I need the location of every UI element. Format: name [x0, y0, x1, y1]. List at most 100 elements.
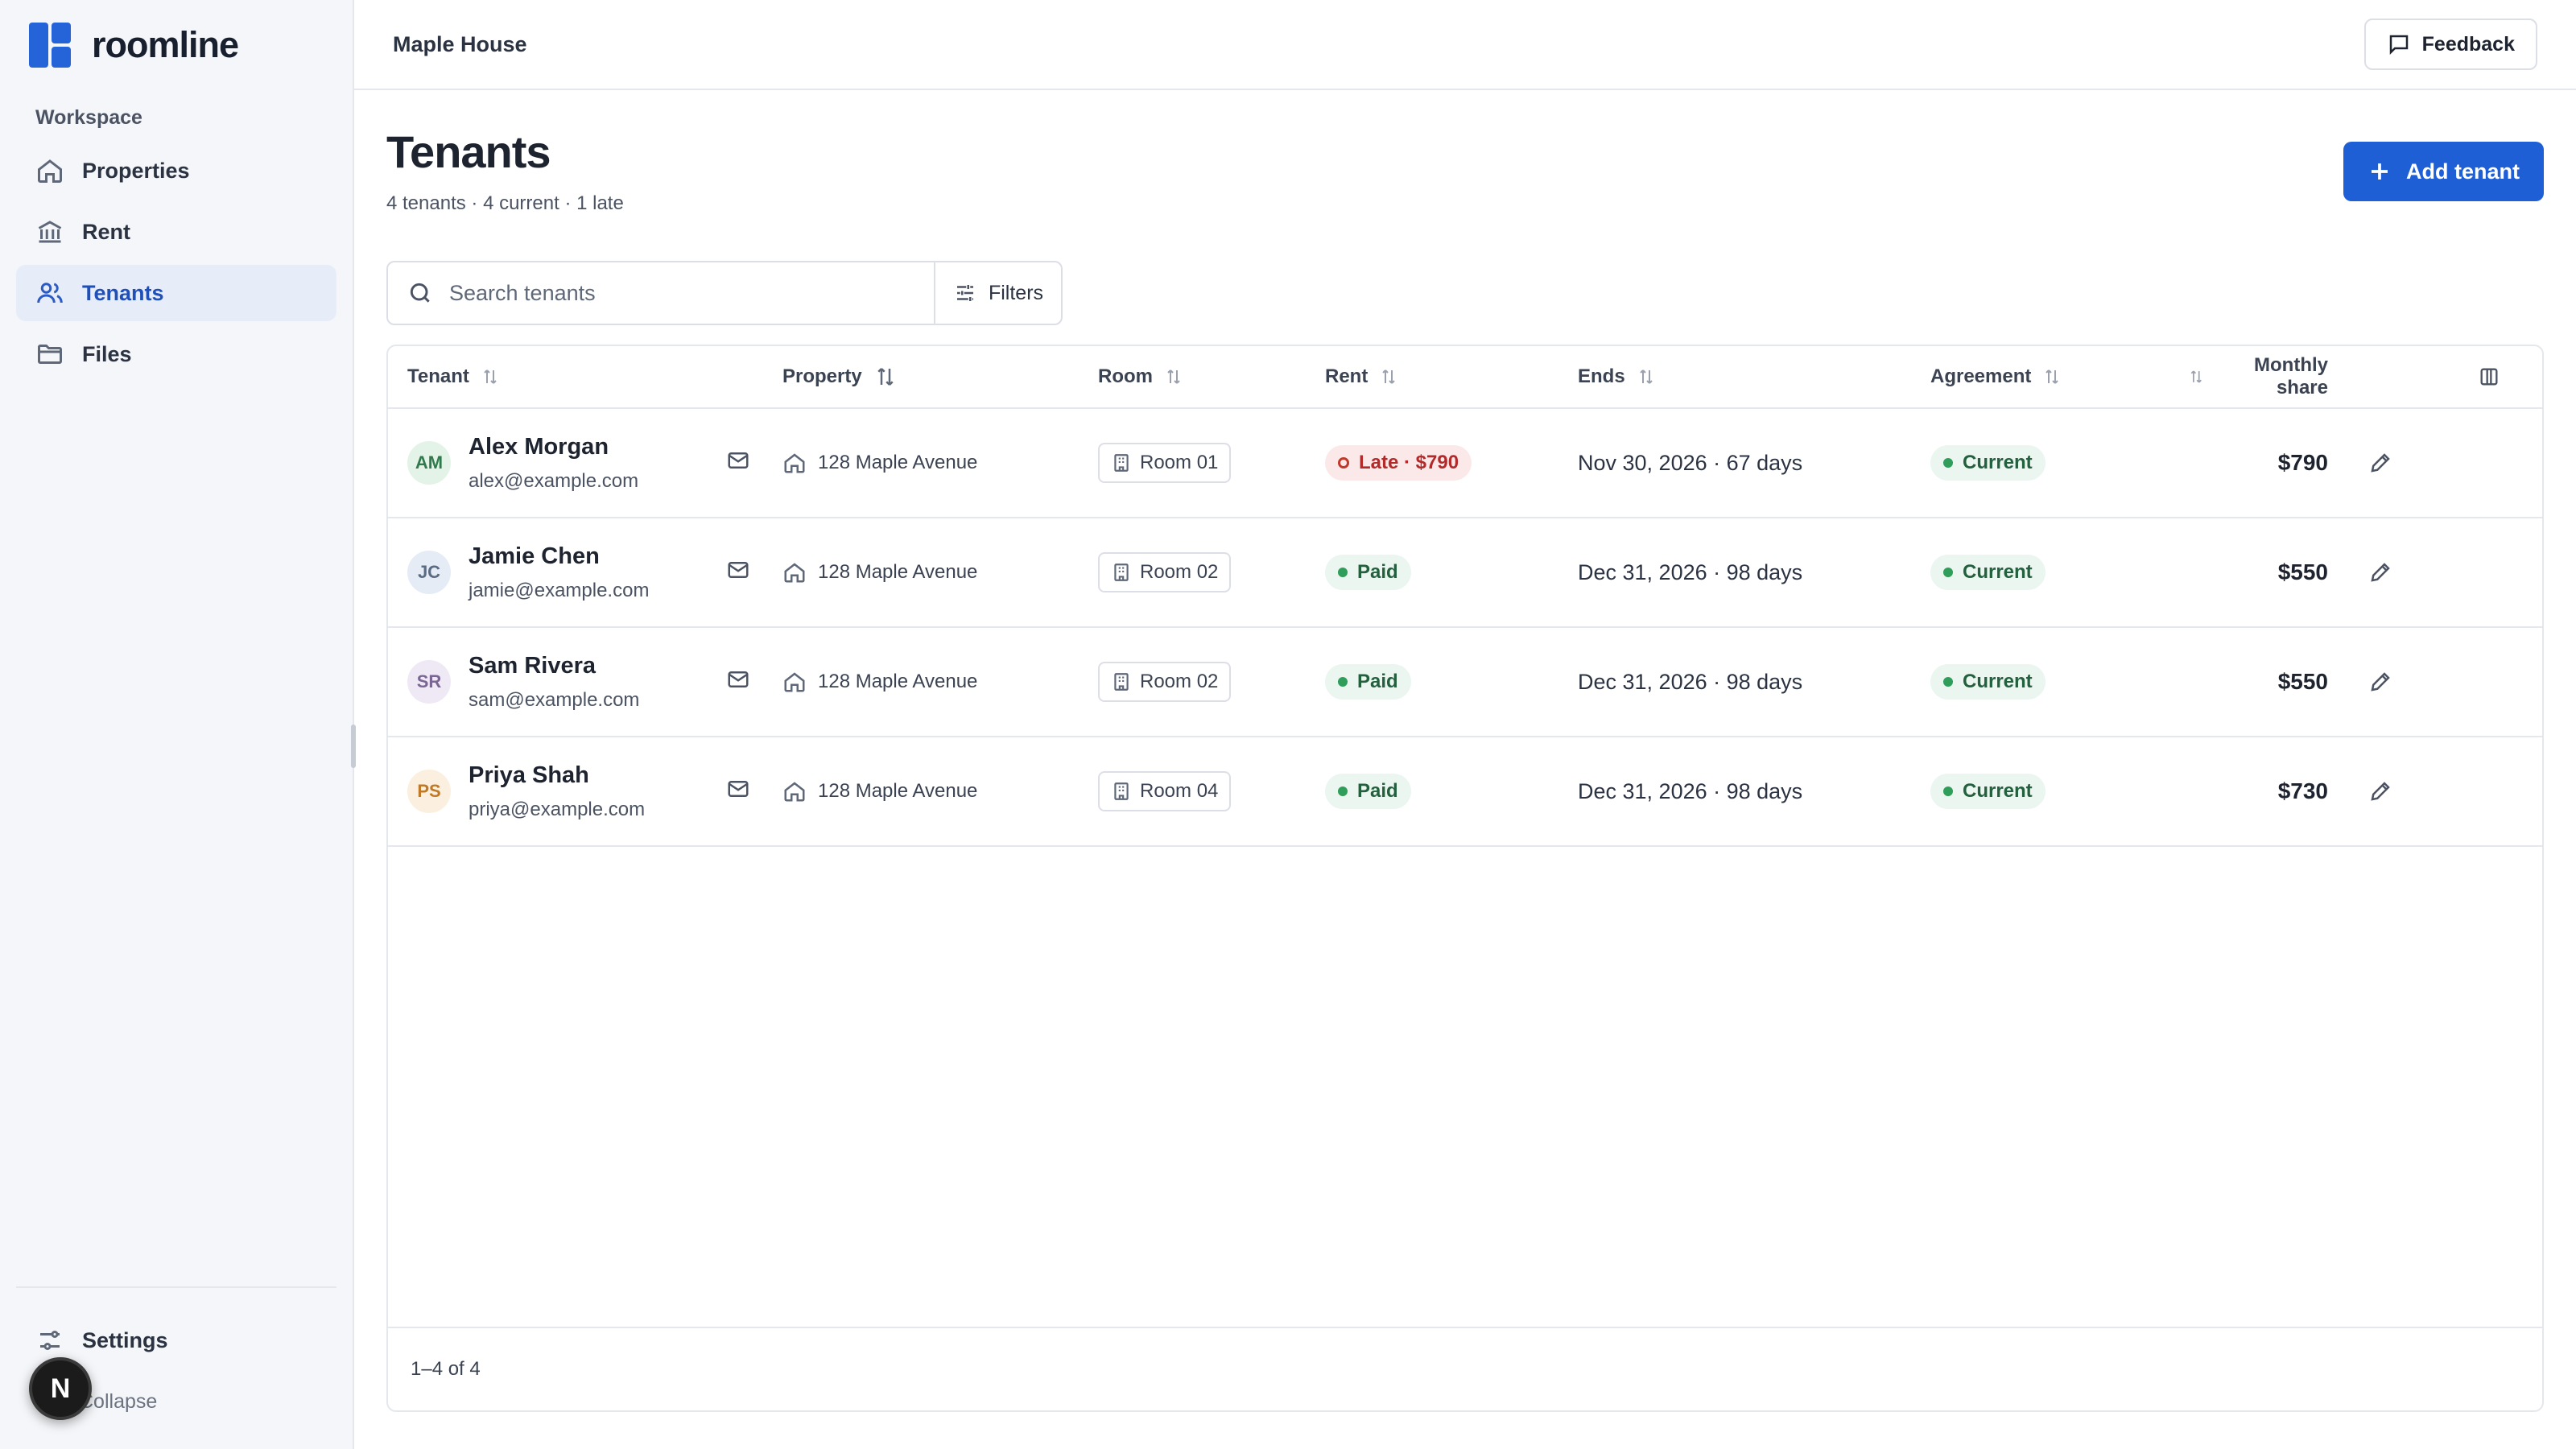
- tenant-cell: JC Jamie Chen jamie@example.com: [388, 543, 782, 602]
- ends-cell: Dec 31, 2026 · 98 days: [1578, 559, 1803, 584]
- column-label: Tenant: [407, 365, 469, 387]
- mail-icon: [728, 452, 749, 469]
- table-row[interactable]: JC Jamie Chen jamie@example.com 128 Maple A…: [388, 518, 2542, 628]
- page-header: Tenants 4 tenants · 4 current · 1 late A…: [354, 90, 2576, 261]
- agreement-label: Current: [1963, 561, 2033, 583]
- home-icon: [784, 672, 805, 692]
- table-row[interactable]: AM Alex Morgan alex@example.com 128 Maple A…: [388, 409, 2542, 518]
- main-content: Maple House Feedback Tenants 4 tenants ·…: [354, 0, 2576, 1449]
- column-header-monthly-share[interactable]: Monthly share: [2188, 354, 2328, 399]
- rent-status-badge: Late · $790: [1325, 445, 1472, 481]
- sidebar: roomline Workspace Properties Rent Tenan…: [0, 0, 356, 1449]
- brand[interactable]: roomline: [16, 0, 336, 90]
- table-toolbar: Filters: [386, 261, 1063, 325]
- sidebar-item-properties[interactable]: Properties: [16, 142, 336, 199]
- room-cell: Room 04: [1098, 771, 1325, 811]
- building-icon: [1114, 454, 1129, 472]
- bank-icon: [38, 221, 62, 243]
- rent-status-badge: Paid: [1325, 555, 1411, 590]
- tenant-name[interactable]: Priya Shah: [469, 762, 589, 788]
- email-button[interactable]: [726, 448, 750, 478]
- tenant-email: priya@example.com: [469, 798, 646, 820]
- collapse-button[interactable]: Collapse: [16, 1381, 336, 1422]
- monthly-share-cell: $730: [2277, 778, 2328, 803]
- edit-button[interactable]: [2328, 560, 2449, 584]
- table-footer: 1–4 of 4: [388, 1327, 2542, 1410]
- status-dot: [1338, 677, 1348, 687]
- tenant-name[interactable]: Jamie Chen: [469, 543, 600, 569]
- filters-button[interactable]: Filters: [935, 262, 1061, 324]
- tenant-name[interactable]: Sam Rivera: [469, 652, 596, 679]
- sidebar-resize-handle[interactable]: [351, 724, 356, 768]
- agreement-status-badge: Current: [1930, 664, 2046, 700]
- room-chip[interactable]: Room 04: [1098, 771, 1232, 811]
- edit-button[interactable]: [2328, 670, 2449, 694]
- table-row[interactable]: SR Sam Rivera sam@example.com 128 Maple Ave…: [388, 628, 2542, 737]
- tenant-name[interactable]: Alex Morgan: [469, 433, 609, 460]
- table-row[interactable]: PS Priya Shah priya@example.com 128 Maple A…: [388, 737, 2542, 847]
- email-button[interactable]: [726, 777, 750, 807]
- column-header-tenant[interactable]: Tenant: [388, 365, 782, 388]
- email-button[interactable]: [726, 667, 750, 697]
- columns-toggle-button[interactable]: [2449, 365, 2529, 388]
- sidebar-item-rent[interactable]: Rent: [16, 204, 336, 260]
- edit-button[interactable]: [2328, 451, 2449, 475]
- search-input[interactable]: [449, 280, 900, 306]
- pencil-icon: [2371, 672, 2390, 691]
- agreement-status-badge: Current: [1930, 555, 2046, 590]
- feedback-button[interactable]: Feedback: [2363, 19, 2537, 70]
- status-dot: [1943, 677, 1953, 687]
- edit-button[interactable]: [2328, 779, 2449, 803]
- sidebar-item-settings[interactable]: Settings: [16, 1312, 336, 1368]
- monthly-share-cell: $550: [2277, 559, 2328, 584]
- status-dot: [1338, 568, 1348, 577]
- sidebar-item-files[interactable]: Files: [16, 326, 336, 382]
- agreement-cell: Current: [1930, 774, 2188, 809]
- room-chip[interactable]: Room 01: [1098, 443, 1232, 483]
- page-summary: 4 tenants · 4 current · 1 late: [386, 192, 624, 214]
- column-header-ends[interactable]: Ends: [1578, 365, 1930, 388]
- pencil-icon: [2371, 563, 2390, 582]
- column-label: Monthly share: [2254, 354, 2328, 398]
- status-dot: [1338, 457, 1349, 469]
- status-dot: [1943, 786, 1953, 796]
- settings-label: Settings: [82, 1327, 168, 1352]
- column-header-agreement[interactable]: Agreement: [1930, 365, 2188, 388]
- sidebar-item-tenants[interactable]: Tenants: [16, 265, 336, 321]
- property-cell: 128 Maple Avenue: [782, 779, 1098, 803]
- property-cell: 128 Maple Avenue: [782, 670, 1098, 694]
- sort-icon: [877, 368, 894, 386]
- filters-label: Filters: [988, 281, 1044, 304]
- agreement-label: Current: [1963, 452, 2033, 473]
- user-avatar-button[interactable]: N: [29, 1357, 92, 1420]
- home-icon: [38, 159, 62, 183]
- pencil-icon: [2371, 453, 2390, 473]
- columns-icon: [2480, 368, 2498, 386]
- email-button[interactable]: [726, 558, 750, 588]
- room-label: Room 04: [1140, 780, 1219, 802]
- tenant-email: jamie@example.com: [469, 579, 650, 601]
- sliders-icon: [40, 1331, 60, 1350]
- status-dot: [1338, 786, 1348, 796]
- room-cell: Room 02: [1098, 552, 1325, 592]
- home-icon: [784, 563, 805, 583]
- add-tenant-button[interactable]: Add tenant: [2343, 142, 2544, 201]
- column-header-property[interactable]: Property: [782, 365, 1098, 389]
- add-tenant-label: Add tenant: [2406, 159, 2520, 184]
- column-header-rent[interactable]: Rent: [1325, 365, 1578, 388]
- sidebar-section-label: Workspace: [35, 106, 142, 129]
- monthly-share-cell: $790: [2277, 450, 2328, 475]
- room-label: Room 02: [1140, 561, 1219, 583]
- avatar: PS: [407, 770, 451, 813]
- room-chip[interactable]: Room 02: [1098, 662, 1232, 702]
- message-square-icon: [2389, 35, 2408, 56]
- breadcrumb[interactable]: Maple House: [393, 31, 527, 56]
- column-header-room[interactable]: Room: [1098, 365, 1325, 388]
- tenant-info: Jamie Chen jamie@example.com: [469, 543, 726, 602]
- agreement-status-badge: Current: [1930, 445, 2046, 481]
- building-icon: [1114, 564, 1129, 581]
- room-chip[interactable]: Room 02: [1098, 552, 1232, 592]
- tenant-info: Priya Shah priya@example.com: [469, 762, 726, 821]
- rent-status-badge: Paid: [1325, 774, 1411, 809]
- filter-sliders-icon: [956, 285, 973, 301]
